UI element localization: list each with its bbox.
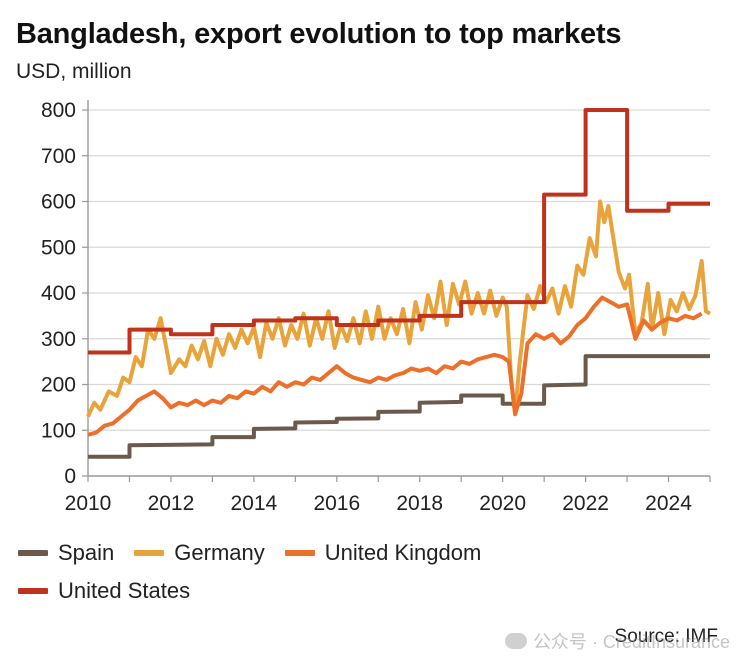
series-line-united-kingdom	[87, 295, 703, 437]
x-tick-label: 2024	[645, 492, 692, 515]
legend-swatch-united-kingdom	[284, 550, 315, 556]
series-line-united-states	[88, 108, 710, 355]
y-tick-label: 0	[64, 465, 76, 488]
x-tick-label: 2010	[65, 492, 112, 515]
y-tick-label: 200	[41, 374, 76, 397]
watermark-text: 公众号 · CreditInsurance	[532, 632, 730, 652]
series-line-spain	[88, 354, 710, 459]
legend-label-united-kingdom: United Kingdom	[324, 540, 482, 565]
axes: 0 100 200 300 400 500 600 700 800 2010 2012 2014 201…	[41, 99, 711, 515]
watermark: 公众号 · CreditInsurance	[504, 628, 730, 654]
y-tick-label: 300	[41, 328, 76, 351]
legend-item-united-states: United States	[18, 578, 738, 604]
legend-swatch-spain	[18, 550, 48, 556]
x-tick-label: 2014	[231, 492, 278, 515]
chart-title: Bangladesh, export evolution to top mark…	[16, 18, 622, 50]
y-axis-unit-label: USD, million	[16, 60, 132, 83]
x-tick-label: 2018	[396, 492, 443, 515]
y-tick-label: 100	[41, 419, 76, 442]
series-lines	[86, 108, 711, 459]
legend-label-spain: Spain	[58, 540, 115, 565]
line-chart: 0 100 200 300 400 500 600 700 800 2010 2012 2014 201…	[41, 99, 711, 515]
y-tick-label: 500	[41, 236, 76, 259]
legend-item-spain: Spain	[18, 540, 114, 566]
x-tick-label: 2020	[479, 492, 526, 515]
legend-label-germany: Germany	[174, 540, 265, 565]
y-tick-label: 600	[41, 191, 76, 214]
x-tick-label: 2022	[562, 492, 609, 515]
legend-label-united-states: United States	[58, 578, 191, 603]
legend: Spain Germany United Kingdom United Stat…	[18, 540, 738, 604]
x-tick-label: 2012	[148, 492, 195, 515]
y-tick-label: 800	[41, 99, 76, 122]
x-tick-label: 2016	[313, 492, 360, 515]
y-tick-label: 400	[41, 282, 76, 305]
y-tick-label: 700	[41, 145, 76, 168]
source-note: Source: IMF	[614, 626, 718, 647]
legend-swatch-united-states	[18, 588, 48, 594]
wechat-icon	[504, 633, 527, 649]
legend-swatch-germany	[134, 550, 165, 556]
series-line-germany	[86, 199, 711, 418]
legend-item-united-kingdom: United Kingdom	[284, 540, 482, 566]
legend-item-germany: Germany	[134, 540, 265, 566]
